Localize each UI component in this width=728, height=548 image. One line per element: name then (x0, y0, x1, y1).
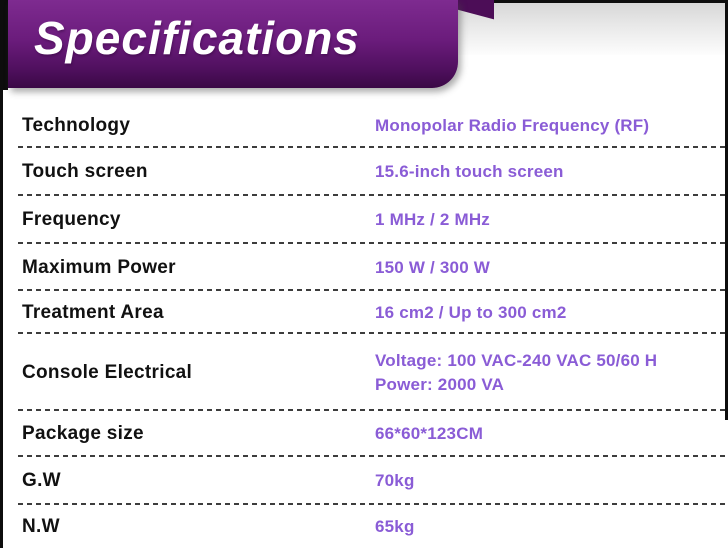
spec-value: 70kg (375, 471, 415, 490)
row-separator (18, 289, 728, 291)
spec-label: Package size (22, 423, 144, 444)
spec-row: Maximum Power 150 W / 300 W (0, 244, 728, 291)
spec-value: 16 cm2 / Up to 300 cm2 (375, 302, 567, 322)
header-banner: Specifications (8, 0, 458, 88)
row-separator (18, 503, 728, 505)
spec-label: Treatment Area (22, 301, 164, 323)
row-separator (18, 242, 728, 244)
spec-label: Touch screen (22, 161, 148, 182)
page-edge-left (0, 0, 3, 548)
spec-value: 15.6-inch touch screen (375, 162, 564, 181)
page-edge-right (725, 0, 728, 420)
spec-row: Frequency 1 MHz / 2 MHz (0, 196, 728, 244)
spec-row: Package size 66*60*123CM (0, 411, 728, 457)
spec-row: Treatment Area 16 cm2 / Up to 300 cm2 (0, 291, 728, 334)
row-separator (18, 332, 728, 334)
spec-value: 66*60*123CM (375, 424, 484, 443)
row-separator (18, 146, 728, 148)
spec-row: N.W 65kg (0, 505, 728, 548)
spec-label: Frequency (22, 209, 121, 230)
header-gray-band (458, 3, 728, 55)
page-title: Specifications (34, 12, 360, 64)
row-separator (18, 194, 728, 196)
spec-table: Technology Monopolar Radio Frequency (RF)… (0, 103, 728, 548)
spec-value: 150 W / 300 W (375, 257, 491, 277)
spec-label: G.W (22, 470, 61, 491)
spec-value: 1 MHz / 2 MHz (375, 210, 491, 229)
spec-value: Voltage: 100 VAC-240 VAC 50/60 H Power: 2… (375, 350, 658, 394)
spec-row: Technology Monopolar Radio Frequency (RF) (0, 103, 728, 148)
page-edge-left-thick (0, 0, 8, 90)
spec-row: Console Electrical Voltage: 100 VAC-240 V… (0, 334, 728, 411)
spec-label: Technology (22, 114, 131, 136)
spec-row: G.W 70kg (0, 457, 728, 505)
spec-value: Monopolar Radio Frequency (RF) (375, 115, 650, 135)
spec-label: N.W (22, 515, 60, 537)
spec-label: Console Electrical (22, 361, 193, 383)
spec-value: 65kg (375, 516, 415, 536)
row-separator (18, 409, 728, 411)
spec-row: Touch screen 15.6-inch touch screen (0, 148, 728, 196)
spec-label: Maximum Power (22, 256, 176, 278)
row-separator (18, 455, 728, 457)
